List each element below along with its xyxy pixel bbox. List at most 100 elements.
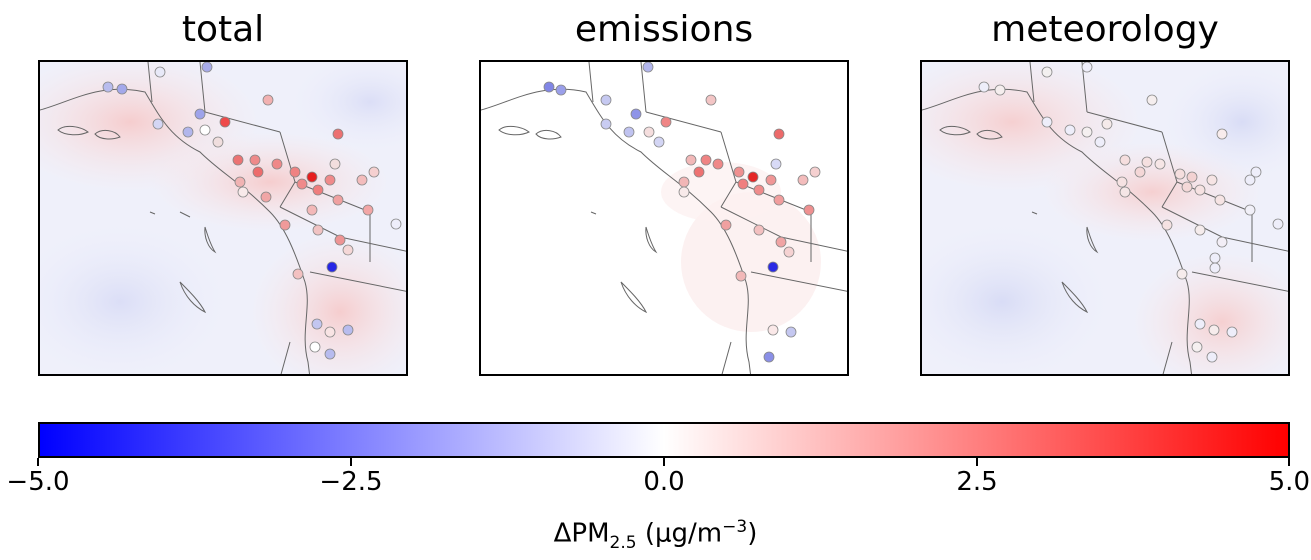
station-marker — [753, 224, 765, 236]
colorbar-tick-label: 2.5 — [956, 467, 998, 497]
panel-title-meteorology: meteorology — [991, 9, 1219, 50]
colorbar-label: ΔPM2.5 (μg/m−3) — [553, 517, 758, 553]
station-marker — [630, 108, 642, 120]
station-marker — [312, 184, 324, 196]
station-marker — [342, 244, 354, 256]
station-marker — [747, 171, 759, 183]
station-marker — [1186, 171, 1198, 183]
map-panel-meteorology — [920, 60, 1290, 376]
station-marker — [309, 341, 321, 353]
colorbar-tick — [976, 458, 978, 466]
station-marker — [700, 154, 712, 166]
station-marker — [712, 158, 724, 170]
station-marker — [1116, 176, 1128, 188]
station-marker — [660, 116, 672, 128]
station-marker — [1146, 94, 1158, 106]
station-marker — [232, 154, 244, 166]
station-marker — [326, 261, 338, 273]
station-marker — [543, 81, 555, 93]
station-marker — [770, 158, 782, 170]
colorbar-tick-label: 0.0 — [643, 467, 685, 497]
station-marker — [1191, 341, 1203, 353]
field-patch — [681, 192, 821, 332]
map-emissions-svg — [481, 62, 847, 374]
station-marker — [1194, 318, 1206, 330]
station-marker — [785, 326, 797, 338]
panel-title-total: total — [181, 9, 265, 50]
station-marker — [623, 126, 635, 138]
coastline-and-borders — [922, 62, 1288, 374]
station-marker — [1209, 252, 1221, 264]
station-marker — [994, 84, 1006, 96]
station-marker — [809, 166, 821, 178]
station-marker — [362, 204, 374, 216]
station-marker — [252, 166, 264, 178]
station-marker — [1176, 268, 1188, 280]
station-marker — [693, 166, 705, 178]
field-patch — [922, 222, 1112, 374]
station-marker — [342, 324, 354, 336]
station-marker — [685, 154, 697, 166]
station-marker — [234, 176, 246, 188]
station-marker — [152, 118, 164, 130]
station-marker — [271, 158, 283, 170]
station-marker — [978, 81, 990, 93]
station-marker — [705, 94, 717, 106]
station-marker — [201, 62, 213, 73]
station-marker — [312, 224, 324, 236]
station-marker — [733, 166, 745, 178]
station-marker — [260, 191, 272, 203]
station-marker — [1141, 156, 1153, 168]
station-marker — [1194, 184, 1206, 196]
station-marker — [102, 81, 114, 93]
station-marker — [334, 234, 346, 246]
station-marker — [182, 126, 194, 138]
station-marker — [767, 261, 779, 273]
map-total-svg — [40, 62, 406, 374]
station-marker — [1216, 236, 1228, 248]
station-marker — [279, 219, 291, 231]
field-patch — [150, 132, 390, 232]
station-marker — [1134, 166, 1146, 178]
station-marker — [154, 66, 166, 78]
station-marker — [219, 116, 231, 128]
station-marker — [296, 178, 308, 190]
station-marker — [1154, 158, 1166, 170]
station-marker — [737, 178, 749, 190]
station-marker — [600, 94, 612, 106]
station-marker — [773, 194, 785, 206]
field-patch — [290, 62, 406, 152]
station-marker — [324, 326, 336, 338]
field-patch — [250, 232, 406, 374]
station-marker — [765, 174, 777, 186]
station-markers — [978, 62, 1284, 363]
station-marker — [1209, 262, 1221, 274]
station-marker — [1119, 154, 1131, 166]
field-patch — [1132, 252, 1288, 374]
station-marker — [1094, 136, 1106, 148]
station-marker — [643, 126, 655, 138]
station-marker — [1174, 168, 1186, 180]
station-marker — [292, 268, 304, 280]
station-marker — [324, 348, 336, 360]
station-marker — [1226, 326, 1238, 338]
station-marker — [678, 176, 690, 188]
station-marker — [356, 174, 368, 186]
station-marker — [329, 158, 341, 170]
station-marker — [249, 154, 261, 166]
station-marker — [803, 204, 815, 216]
station-marker — [1250, 166, 1262, 178]
panel-title-emissions: emissions — [574, 9, 754, 50]
station-marker — [555, 84, 567, 96]
station-markers — [543, 62, 821, 363]
station-marker — [1041, 116, 1053, 128]
station-marker — [1161, 219, 1173, 231]
station-marker — [199, 124, 211, 136]
station-marker — [1272, 218, 1284, 230]
station-marker — [289, 166, 301, 178]
station-marker — [1206, 174, 1218, 186]
station-marker — [773, 128, 785, 140]
colorbar-tick — [663, 458, 665, 466]
field-patch — [40, 222, 230, 374]
station-marker — [1081, 62, 1093, 73]
